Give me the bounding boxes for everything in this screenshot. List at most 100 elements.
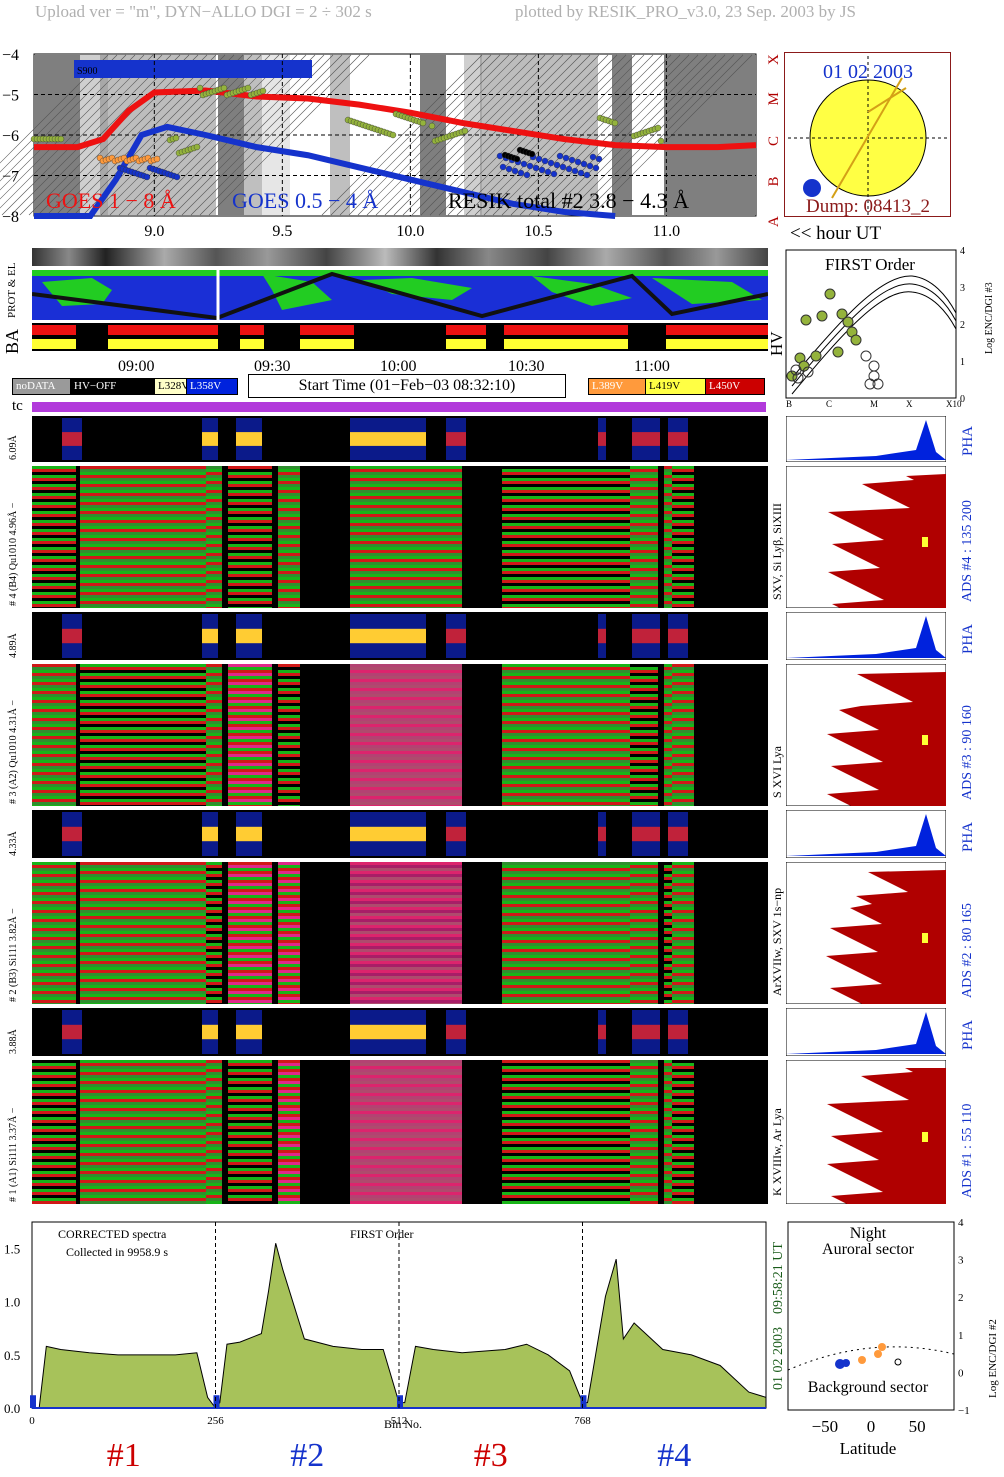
- spectro-row: [80, 916, 206, 919]
- spectro-row: [672, 712, 694, 715]
- latitude-ytick: −1: [958, 1405, 970, 1417]
- spectro-row: [228, 970, 272, 973]
- spectro-row: [672, 799, 694, 802]
- spectro-row: [350, 484, 462, 487]
- spectro-row: [278, 481, 300, 484]
- spectro-row: [502, 508, 630, 511]
- spectro-row: [630, 577, 658, 580]
- spectro-row: [630, 487, 658, 490]
- spectro-row: [502, 883, 630, 886]
- goes-ytick-label: −5: [2, 88, 19, 105]
- spectro-row: [630, 958, 658, 961]
- spectro-row: [80, 1156, 206, 1159]
- spectro-row: [228, 943, 272, 946]
- spectro-row: [502, 1102, 630, 1105]
- pha-histogram: [786, 810, 946, 858]
- goes-xtick-label: 9.5: [272, 223, 292, 236]
- spectro-row: [32, 538, 76, 541]
- hv-segment: [666, 339, 768, 349]
- spectro-row: [350, 511, 462, 514]
- spectro-row: [80, 694, 206, 697]
- spectro-row: [672, 916, 694, 919]
- spectro-row: [80, 568, 206, 571]
- spectro-row: [502, 574, 630, 577]
- spectro-row: [32, 712, 76, 715]
- spectro-row: [228, 727, 272, 730]
- spectro-row: [672, 523, 694, 526]
- spectro-row: [32, 730, 76, 733]
- spectro-row: [278, 766, 300, 769]
- spectro-row: [80, 781, 206, 784]
- spectro-row: [228, 1087, 272, 1090]
- spectro-row: [278, 736, 300, 739]
- latitude-point-3: [858, 1356, 866, 1364]
- spectro-row: [32, 1195, 76, 1198]
- spectro-row: [502, 769, 630, 772]
- spectro-row: [80, 715, 206, 718]
- spectro-row: [32, 1093, 76, 1096]
- legend-goes-long: GOES 1 − 8 Å: [46, 188, 176, 213]
- spectro-row: [206, 562, 222, 565]
- spectro-row: [80, 1132, 206, 1135]
- spectro-row: [32, 904, 76, 907]
- spectro-row: [228, 913, 272, 916]
- spectro-row: [206, 913, 222, 916]
- line-identification: ArXVIIw, SXV 1s−np: [770, 887, 784, 996]
- resik-point: [520, 160, 528, 168]
- resik-point: [499, 163, 507, 171]
- spectro-row: [672, 1165, 694, 1168]
- spectro-row: [80, 1168, 206, 1171]
- spectro-row: [206, 508, 222, 511]
- s900-label: S900: [77, 66, 98, 77]
- spectro-row: [228, 688, 272, 691]
- goes-series-line: [34, 87, 757, 151]
- spectro-row: [278, 883, 300, 886]
- spectro-row: [80, 583, 206, 586]
- spectro-row: [672, 559, 694, 562]
- resik-point: [559, 163, 567, 171]
- spectro-row: [32, 580, 76, 583]
- spectro-row: [350, 592, 462, 595]
- pha-wavelength-label: 3.88Å: [8, 1029, 19, 1054]
- spectro-row: [278, 997, 300, 1000]
- spectro-row: [228, 931, 272, 934]
- resik-point: [568, 156, 576, 164]
- resik-point: [541, 157, 549, 165]
- spectro-row: [672, 484, 694, 487]
- pha-line: [668, 826, 688, 842]
- spectro-row: [80, 508, 206, 511]
- spectro-row: [672, 1159, 694, 1162]
- spectro-row: [278, 796, 300, 799]
- spectro-row: [630, 724, 658, 727]
- spectro-row: [630, 1195, 658, 1198]
- latitude-point-5: [878, 1343, 886, 1351]
- spectro-row: [80, 964, 206, 967]
- spectro-row: [502, 1177, 630, 1180]
- spectro-row: [32, 502, 76, 505]
- pha-hist-fill: [786, 420, 946, 460]
- spectro-row: [278, 862, 300, 865]
- spectro-row: [228, 757, 272, 760]
- spectro-row: [206, 1165, 222, 1168]
- spectro-row: [502, 517, 630, 520]
- spectro-row: [80, 670, 206, 673]
- spectro-row: [80, 529, 206, 532]
- spectro-row: [32, 1084, 76, 1087]
- spectro-row: [80, 1096, 206, 1099]
- spectro-row: [672, 508, 694, 511]
- spectro-row: [672, 715, 694, 718]
- spectro-row: [80, 1138, 206, 1141]
- spectro-row: [672, 1186, 694, 1189]
- spectro-row: [206, 703, 222, 706]
- spectro-row: [502, 1150, 630, 1153]
- spectro-magenta: [350, 664, 462, 806]
- spectro-row: [278, 748, 300, 751]
- spectro-row: [672, 1060, 694, 1063]
- spectro-row: [630, 550, 658, 553]
- spectro-row: [206, 1063, 222, 1066]
- spectro-row: [502, 874, 630, 877]
- spectro-row: [672, 1150, 694, 1153]
- pha-line: [668, 432, 688, 446]
- goes-series-line: [34, 123, 616, 219]
- spectro-row: [278, 946, 300, 949]
